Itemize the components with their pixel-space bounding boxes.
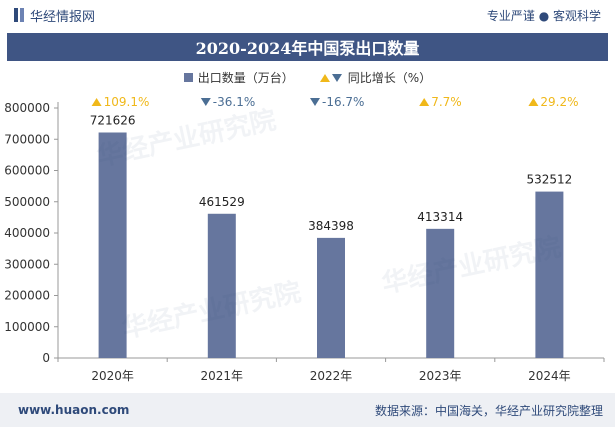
bar [98, 132, 127, 358]
growth-label: 7.7% [431, 95, 462, 109]
chart-title: 2020-2024年中国泵出口数量 [195, 39, 420, 58]
top-bar: 华经情报网 专业严谨 ● 客观科学 [0, 0, 615, 30]
y-tick-label: 0 [42, 351, 50, 365]
brand-name: 华经情报网 [30, 9, 96, 25]
bar [426, 228, 455, 358]
y-tick-label: 200000 [4, 289, 50, 303]
legend: 出口数量（万台） 同比增长（%） [0, 69, 615, 86]
brand: 华经情报网 [14, 6, 95, 25]
bar-value-label: 532512 [526, 173, 572, 187]
growth-up-icon [419, 98, 430, 106]
x-tick-label: 2020年 [91, 369, 134, 383]
footer-url[interactable]: www.huaon.com [18, 403, 130, 417]
x-tick-label: 2023年 [419, 369, 462, 383]
y-tick-label: 800000 [4, 101, 50, 115]
y-tick-label: 500000 [4, 195, 50, 209]
growth-down-icon [310, 98, 320, 106]
growth-up-icon [528, 98, 539, 106]
growth-up-icon [91, 98, 102, 106]
footer-source: 数据来源：中国海关，华经产业研究院整理 [374, 403, 603, 418]
bar [317, 237, 345, 358]
chart-title-band: 2020-2024年中国泵出口数量 [7, 33, 608, 61]
growth-label: -36.1% [213, 95, 255, 109]
x-tick-label: 2021年 [201, 369, 244, 383]
x-tick-label: 2024年 [528, 369, 571, 383]
y-tick-label: 600000 [4, 164, 50, 178]
growth-label: -16.7% [322, 95, 364, 109]
legend-bar-swatch [183, 73, 193, 82]
bar-value-label: 413314 [417, 210, 463, 224]
legend-growth-icon [319, 73, 342, 82]
y-tick-label: 700000 [4, 132, 50, 146]
footer: www.huaon.com 数据来源：中国海关，华经产业研究院整理 [0, 393, 615, 427]
legend-series-label: 出口数量（万台） [197, 71, 294, 85]
growth-label: 29.2% [540, 95, 578, 109]
bar-value-label: 461529 [199, 195, 245, 209]
y-tick-label: 300000 [4, 257, 50, 271]
growth-down-icon [200, 98, 211, 106]
x-tick-label: 2022年 [310, 369, 353, 383]
legend-growth-label: 同比增长（%） [347, 71, 432, 85]
growth-label: 109.1% [104, 95, 150, 109]
y-tick-label: 100000 [4, 320, 50, 334]
bar-value-label: 384398 [308, 219, 354, 233]
tagline: 专业严谨 ● 客观科学 [486, 8, 601, 23]
bar-value-label: 721626 [90, 113, 136, 127]
brand-logo-icon [14, 8, 24, 22]
y-tick-label: 400000 [4, 226, 50, 240]
bar [535, 191, 564, 358]
bar [207, 213, 236, 358]
